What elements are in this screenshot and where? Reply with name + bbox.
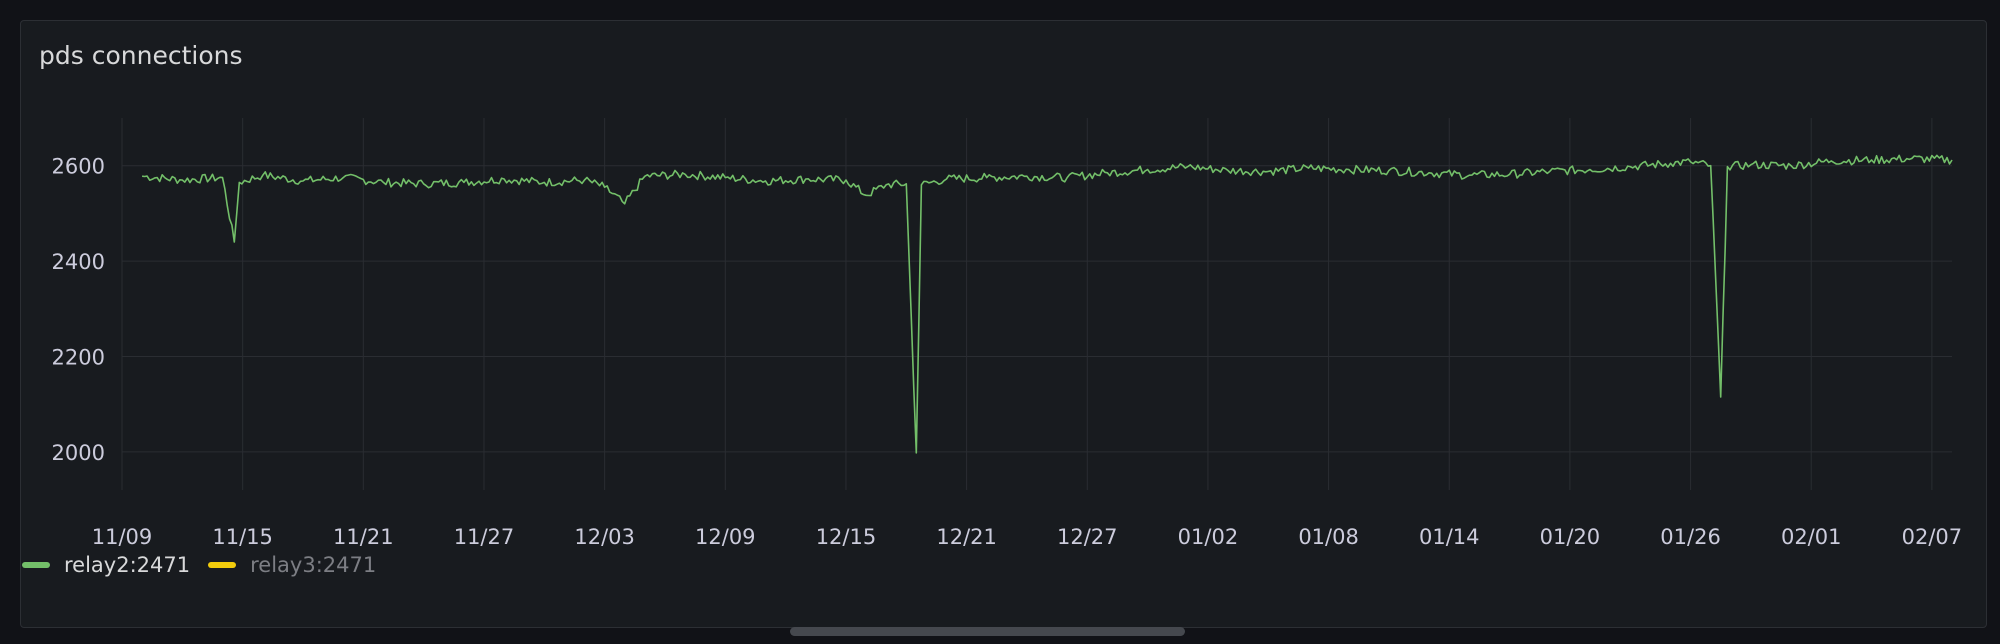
x-tick-label-01-08: 01/08 bbox=[1298, 525, 1359, 549]
x-tick-label-02-07: 02/07 bbox=[1902, 525, 1963, 549]
x-tick-label-01-14: 01/14 bbox=[1419, 525, 1480, 549]
legend: relay2:2471 relay3:2471 bbox=[22, 553, 376, 577]
x-tick-label-11-27: 11/27 bbox=[454, 525, 515, 549]
chart-panel: pds connections bbox=[20, 20, 1987, 628]
y-tick-label-2200: 2200 bbox=[52, 345, 105, 369]
x-tick-label-11-15: 11/15 bbox=[212, 525, 273, 549]
x-tick-label-01-26: 01/26 bbox=[1660, 525, 1721, 549]
x-tick-label-12-15: 12/15 bbox=[816, 525, 877, 549]
legend-label-relay3: relay3:2471 bbox=[250, 553, 377, 577]
x-tick-label-02-01: 02/01 bbox=[1781, 525, 1842, 549]
x-tick-label-11-21: 11/21 bbox=[333, 525, 394, 549]
panel-title[interactable]: pds connections bbox=[39, 41, 243, 70]
legend-swatch-relay3 bbox=[208, 562, 237, 568]
x-tick-label-01-20: 01/20 bbox=[1540, 525, 1601, 549]
y-tick-label-2600: 2600 bbox=[52, 155, 105, 179]
series-line-0 bbox=[142, 154, 1953, 454]
x-tick-label-12-21: 12/21 bbox=[936, 525, 997, 549]
x-tick-label-12-03: 12/03 bbox=[574, 525, 635, 549]
horizontal-scrollbar[interactable] bbox=[790, 627, 1185, 636]
legend-swatch-relay2 bbox=[22, 562, 50, 568]
x-tick-label-12-27: 12/27 bbox=[1057, 525, 1118, 549]
legend-item-relay3[interactable]: relay3:2471 bbox=[208, 553, 376, 577]
y-tick-label-2400: 2400 bbox=[52, 250, 105, 274]
x-tick-label-11-09: 11/09 bbox=[92, 525, 153, 549]
x-tick-label-01-02: 01/02 bbox=[1178, 525, 1239, 549]
legend-item-relay2[interactable]: relay2:2471 bbox=[22, 553, 190, 577]
y-tick-label-2000: 2000 bbox=[52, 441, 105, 465]
legend-label-relay2: relay2:2471 bbox=[64, 553, 191, 577]
x-tick-label-12-09: 12/09 bbox=[695, 525, 756, 549]
